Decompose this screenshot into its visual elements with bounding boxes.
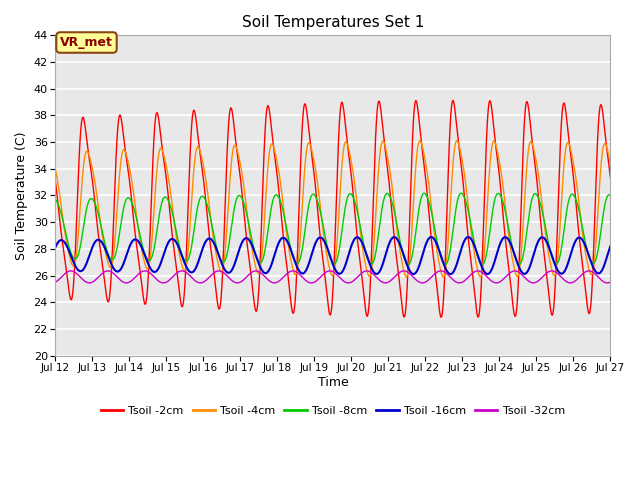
Tsoil -32cm [577, 273, 584, 279]
Tsoil -32cm [604, 280, 611, 286]
Tsoil -2cm [458, 163, 465, 169]
Tsoil -2cm [473, 310, 481, 316]
Tsoil -8cm [457, 190, 465, 196]
Tsoil -4cm [453, 138, 461, 144]
Tsoil -16cm [240, 237, 248, 242]
Tsoil -4cm [314, 184, 322, 190]
Tsoil -32cm [473, 268, 481, 274]
Title: Soil Temperatures Set 1: Soil Temperatures Set 1 [242, 15, 424, 30]
Tsoil -2cm [607, 175, 614, 180]
Line: Tsoil -8cm: Tsoil -8cm [56, 193, 611, 264]
Tsoil -16cm [447, 271, 454, 277]
Tsoil -8cm [458, 190, 465, 196]
Tsoil -32cm [240, 276, 248, 282]
Tsoil -32cm [314, 276, 322, 282]
Tsoil -8cm [442, 262, 449, 267]
Tsoil -32cm [583, 268, 591, 274]
Tsoil -32cm [458, 280, 465, 286]
Tsoil -16cm [314, 236, 322, 241]
Tsoil -8cm [607, 192, 614, 198]
Tsoil -4cm [240, 184, 248, 190]
Tsoil -2cm [52, 179, 60, 185]
Tsoil -4cm [473, 264, 481, 270]
X-axis label: Time: Time [317, 376, 348, 389]
Tsoil -16cm [428, 234, 435, 240]
Tsoil -4cm [607, 161, 614, 167]
Tsoil -32cm [52, 279, 60, 285]
Line: Tsoil -32cm: Tsoil -32cm [56, 271, 611, 283]
Tsoil -16cm [607, 243, 614, 249]
Tsoil -16cm [473, 250, 481, 255]
Tsoil -2cm [240, 211, 248, 217]
Tsoil -8cm [52, 197, 60, 203]
Tsoil -32cm [67, 268, 75, 274]
Tsoil -2cm [437, 314, 445, 320]
Tsoil -4cm [440, 274, 447, 280]
Tsoil -4cm [52, 167, 60, 173]
Tsoil -2cm [577, 244, 584, 250]
Line: Tsoil -2cm: Tsoil -2cm [56, 100, 611, 317]
Tsoil -16cm [458, 246, 465, 252]
Line: Tsoil -16cm: Tsoil -16cm [56, 237, 611, 274]
Tsoil -8cm [314, 200, 322, 206]
Y-axis label: Soil Temperature (C): Soil Temperature (C) [15, 131, 28, 260]
Tsoil -2cm [584, 302, 591, 308]
Tsoil -2cm [314, 212, 322, 218]
Tsoil -2cm [449, 97, 457, 103]
Tsoil -16cm [584, 248, 591, 253]
Tsoil -4cm [458, 153, 465, 158]
Tsoil -4cm [584, 259, 591, 265]
Tsoil -8cm [584, 248, 591, 253]
Tsoil -8cm [240, 201, 248, 206]
Text: VR_met: VR_met [60, 36, 113, 49]
Line: Tsoil -4cm: Tsoil -4cm [56, 141, 611, 277]
Tsoil -8cm [577, 214, 584, 219]
Tsoil -16cm [577, 235, 584, 241]
Tsoil -32cm [607, 279, 614, 285]
Tsoil -16cm [52, 244, 60, 250]
Legend: Tsoil -2cm, Tsoil -4cm, Tsoil -8cm, Tsoil -16cm, Tsoil -32cm: Tsoil -2cm, Tsoil -4cm, Tsoil -8cm, Tsoi… [96, 402, 570, 420]
Tsoil -4cm [577, 213, 584, 218]
Tsoil -8cm [473, 251, 481, 257]
